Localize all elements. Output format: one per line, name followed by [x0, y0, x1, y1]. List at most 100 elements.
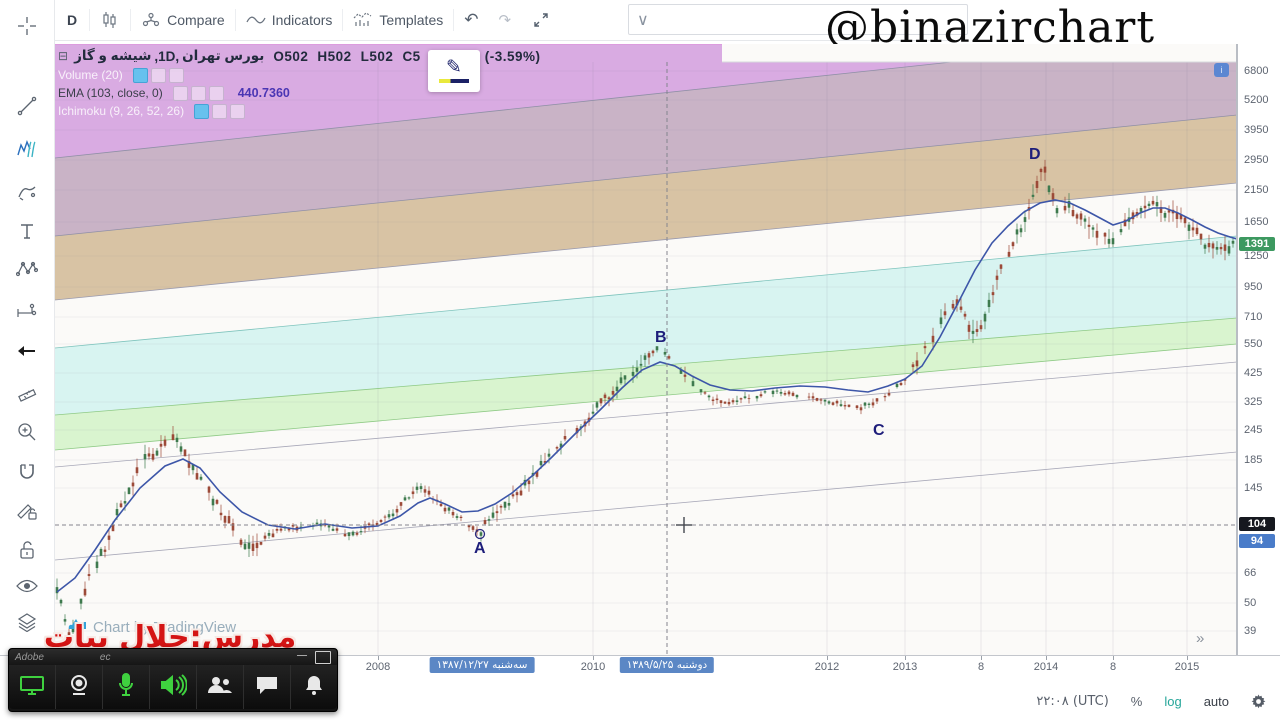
fullscreen-button[interactable]	[521, 0, 561, 40]
compare-label: Compare	[167, 12, 225, 28]
back-arrow-tool-icon[interactable]	[13, 337, 41, 365]
price-badge-104: 104	[1239, 517, 1275, 531]
compare-icon	[141, 10, 161, 30]
indicators-button[interactable]: Indicators	[236, 0, 343, 40]
crosshair-tool-icon[interactable]	[13, 12, 41, 40]
time-label: 8	[1109, 661, 1117, 673]
screen-share-icon	[19, 674, 45, 701]
chart-legend: ⊟ شیشه و گاز ,1D, بورس تهران O502 H502 L…	[58, 48, 540, 119]
templates-icon	[353, 10, 373, 30]
scroll-to-latest-button[interactable]: »	[1196, 630, 1204, 647]
channel-band-mauve	[55, 62, 1237, 236]
price-axis[interactable]: 6800 5200 3950 2950 2150 1650 1250 950 710 550 425…	[1237, 44, 1280, 656]
price-tick: 245	[1244, 424, 1263, 436]
ohlc-close: C5	[402, 48, 421, 64]
collapse-legend-button[interactable]: ⊟	[58, 49, 69, 63]
microphone-icon	[118, 672, 134, 702]
ema-line	[56, 199, 1237, 593]
undo-button[interactable]: ↶	[464, 10, 479, 29]
price-tick: 6800	[1244, 65, 1269, 77]
templates-button[interactable]: Templates	[343, 0, 453, 40]
meeting-toolbar: Adobe ec —	[8, 648, 338, 712]
time-tick	[378, 656, 379, 660]
minimize-button[interactable]: —	[297, 649, 307, 661]
indicator-action-button[interactable]	[212, 103, 228, 119]
speaker-button[interactable]	[150, 665, 197, 709]
indicator-action-button[interactable]	[150, 67, 166, 83]
chat-button[interactable]	[244, 665, 291, 709]
xabcd-pattern-tool-icon[interactable]	[13, 255, 41, 283]
elliott-waves-tool-icon[interactable]	[13, 135, 41, 163]
trend-line-tool-icon[interactable]	[13, 92, 41, 120]
webcam-button[interactable]	[56, 665, 103, 709]
text-tool-icon[interactable]	[13, 217, 41, 245]
time-tick	[1187, 656, 1188, 660]
indicator-show-button[interactable]	[132, 67, 148, 83]
cursor-cross-icon	[676, 517, 692, 533]
indicator-action-button[interactable]	[168, 67, 184, 83]
price-tick: 2150	[1244, 184, 1269, 196]
zoom-in-tool-icon[interactable]	[13, 418, 41, 446]
indicator-action-button[interactable]	[190, 85, 206, 101]
clock-utc[interactable]: ۲۲:۰۸ (UTC)	[1036, 694, 1109, 709]
percent-scale-toggle[interactable]: %	[1130, 694, 1143, 709]
chart-style-button[interactable]	[90, 0, 130, 40]
brush-tool-icon[interactable]	[13, 178, 41, 206]
drawing-lock-tool-icon[interactable]	[13, 497, 41, 525]
price-badge-94: 94	[1239, 534, 1275, 548]
forecast-tool-icon[interactable]	[13, 297, 41, 325]
wave-label-A: A	[474, 540, 486, 557]
ruler-tool-icon[interactable]	[13, 380, 41, 408]
screen-share-button[interactable]	[9, 665, 56, 709]
ohlc-high: H502	[317, 48, 352, 64]
wave-label-D: D	[1029, 146, 1041, 163]
fullscreen-icon	[531, 10, 551, 30]
notifications-button[interactable]	[291, 665, 337, 709]
templates-label: Templates	[379, 12, 444, 28]
notifications-icon	[305, 674, 323, 701]
price-tick: 185	[1244, 454, 1263, 466]
time-tick	[827, 656, 828, 660]
attendees-button[interactable]	[197, 665, 244, 709]
compare-button[interactable]: Compare	[131, 0, 235, 40]
indicator-show-button[interactable]	[194, 103, 210, 119]
gear-icon[interactable]	[1251, 694, 1266, 709]
chevron-down-icon: ∨	[637, 11, 649, 29]
chart-canvas[interactable]	[55, 44, 1237, 656]
chart-info-icon[interactable]: i	[1214, 63, 1229, 77]
indicator-action-button[interactable]	[172, 85, 188, 101]
selected-point-marker[interactable]	[474, 528, 486, 540]
indicators-icon	[246, 10, 266, 30]
candlestick-icon	[100, 10, 120, 30]
pencil-icon: ✎	[446, 57, 462, 78]
restore-button[interactable]	[315, 650, 331, 664]
channel-band-purple	[55, 44, 952, 158]
meeting-titlebar[interactable]: Adobe ec —	[9, 649, 337, 665]
interval-button[interactable]: D	[67, 12, 78, 28]
symbol-legend-row: ⊟ شیشه و گاز ,1D, بورس تهران O502 H502 L…	[58, 48, 540, 64]
date-badge: دوشنبه ۱۳۸۹/۵/۲۵	[619, 657, 715, 673]
indicator-value: 440.7360	[237, 86, 290, 100]
tradingview-logo-icon	[68, 617, 87, 637]
webcam-icon	[68, 674, 90, 701]
drawing-cursor-box[interactable]: ✎	[428, 50, 480, 92]
price-badge-1391: 1391	[1239, 237, 1275, 251]
log-scale-toggle[interactable]: log	[1164, 694, 1182, 709]
meeting-buttons-row	[9, 665, 337, 709]
auto-scale-toggle[interactable]: auto	[1203, 694, 1229, 709]
eye-tool-icon[interactable]	[13, 572, 41, 600]
toolbar-separator	[89, 9, 91, 31]
indicator-row-volume: Volume (20)	[58, 67, 540, 83]
magnet-tool-icon[interactable]	[13, 458, 41, 486]
microphone-button[interactable]	[103, 665, 150, 709]
redo-button[interactable]: ↷	[498, 12, 512, 29]
layers-tool-icon[interactable]	[13, 608, 41, 636]
indicator-action-button[interactable]	[208, 85, 224, 101]
indicator-action-button[interactable]	[230, 103, 246, 119]
symbol-sector: شیشه و گاز	[74, 48, 152, 63]
price-tick: 5200	[1244, 94, 1269, 106]
ohlc-low: L502	[360, 48, 394, 64]
price-tick: 550	[1244, 338, 1263, 350]
unlock-tool-icon[interactable]	[13, 536, 41, 564]
toolbar-dropdown[interactable]: ∨	[628, 4, 968, 35]
